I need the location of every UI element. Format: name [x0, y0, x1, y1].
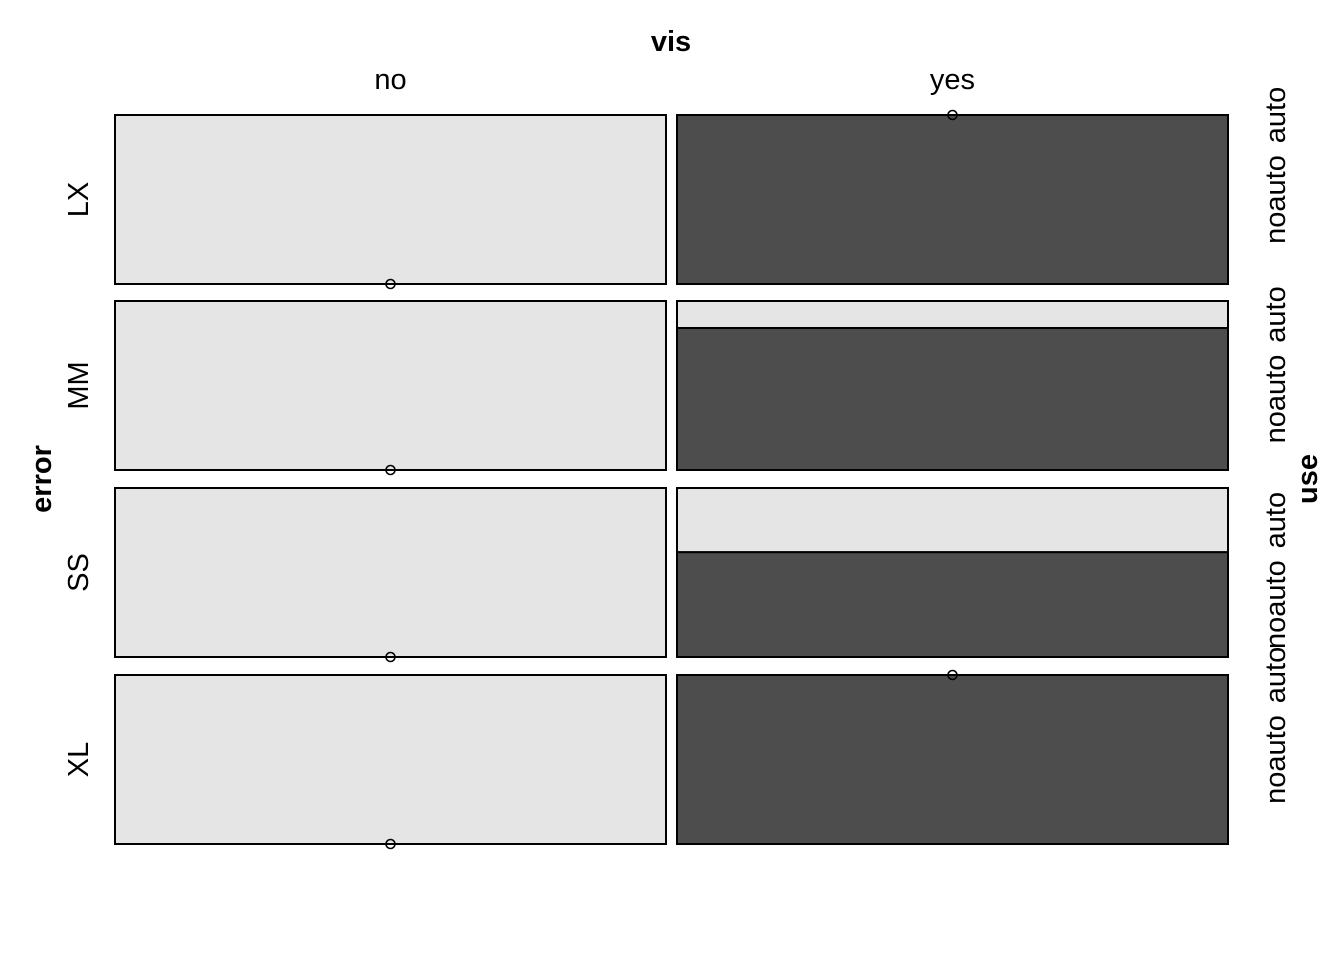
- cell-ss-no-empty-marker: [385, 651, 396, 663]
- column-label-no: no: [374, 64, 406, 96]
- cell-lx-yes-noauto-segment: [676, 114, 1229, 285]
- cell-lx-no-auto-segment: [114, 114, 667, 285]
- fill-label-ss-noauto: noauto: [1260, 560, 1292, 649]
- cell-ss-yes-auto-segment: [676, 487, 1229, 554]
- mosaic-cells: [114, 109, 1229, 850]
- fill-label-mm-noauto: noauto: [1260, 355, 1292, 444]
- fill-label-lx-noauto: noauto: [1260, 155, 1292, 244]
- mosaic-labels: no yesLXMMSSXLautonoautoautonoautoautonoa…: [63, 64, 1292, 804]
- row-label-ss: SS: [63, 553, 95, 592]
- cell-xl-no-auto-segment: [114, 674, 667, 845]
- row-label-xl: XL: [63, 742, 95, 777]
- row-variable-title: error: [26, 445, 58, 513]
- fill-label-lx-auto: auto: [1260, 87, 1292, 143]
- cell-lx-yes-empty-marker: [947, 109, 958, 121]
- cell-mm-yes-auto-segment: [676, 300, 1229, 330]
- fill-label-xl-noauto: noauto: [1260, 715, 1292, 804]
- cell-ss-yes-noauto-segment: [676, 551, 1229, 658]
- fill-variable-title: use: [1292, 454, 1324, 504]
- cell-mm-no-empty-marker: [385, 464, 396, 476]
- row-label-lx: LX: [63, 182, 95, 217]
- cell-ss-no-auto-segment: [114, 487, 667, 658]
- cell-xl-yes-noauto-segment: [676, 674, 1229, 845]
- column-variable-title: vis: [651, 26, 691, 58]
- cell-mm-no-auto-segment: [114, 300, 667, 471]
- cell-mm-yes-noauto-segment: [676, 327, 1229, 472]
- cell-xl-yes-empty-marker: [947, 669, 958, 681]
- cell-lx-no-empty-marker: [385, 278, 396, 290]
- column-label-yes: yes: [930, 64, 975, 96]
- fill-label-mm-auto: auto: [1260, 286, 1292, 342]
- row-label-mm: MM: [63, 361, 95, 409]
- fill-label-xl-auto: auto: [1260, 647, 1292, 703]
- cell-xl-no-empty-marker: [385, 838, 396, 850]
- fill-label-ss-auto: auto: [1260, 492, 1292, 548]
